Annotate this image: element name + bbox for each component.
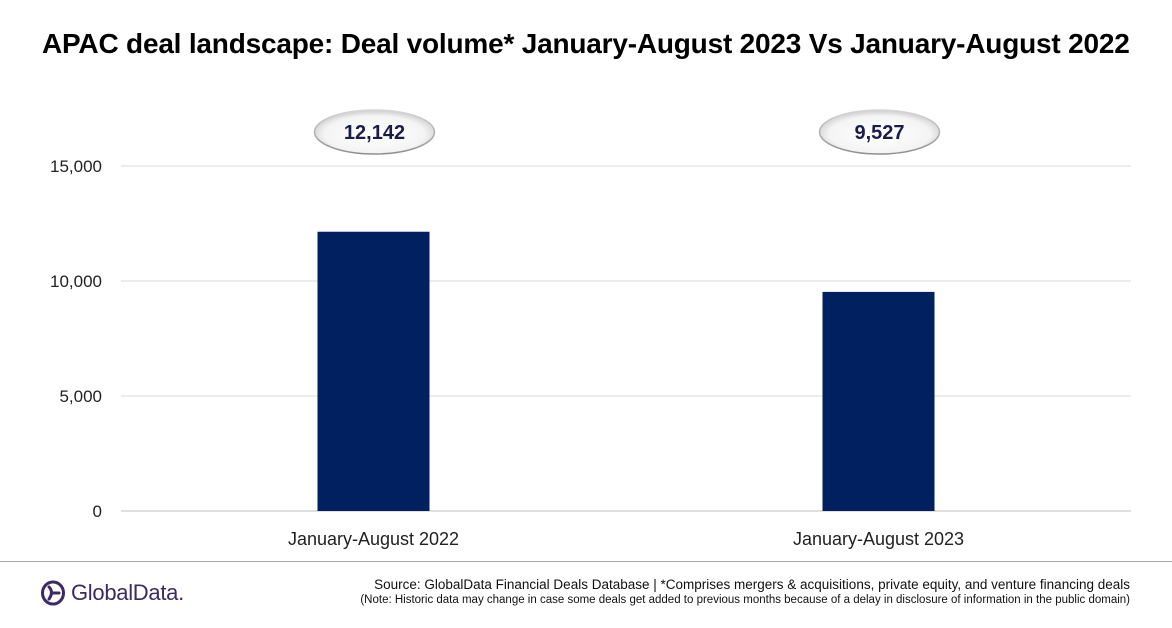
note-text: (Note: Historic data may change in case … — [360, 594, 1130, 606]
data-label-bubble: 9,527 — [818, 109, 941, 155]
y-axis-ticks: 0 5,000 10,000 15,000 — [50, 157, 102, 521]
globaldata-logo: GlobalData. — [40, 578, 184, 608]
bars — [317, 231, 935, 511]
y-tick-label: 15,000 — [50, 157, 102, 176]
data-label: 9,527 — [854, 122, 904, 144]
x-axis-categories: January-August 2022 January-August 2023 — [288, 529, 964, 549]
y-tick-label: 0 — [93, 502, 102, 521]
bar — [822, 291, 935, 511]
source-notes: Source: GlobalData Financial Deals Datab… — [360, 577, 1130, 606]
globaldata-logo-icon — [41, 580, 65, 606]
footer-divider — [0, 561, 1172, 562]
chart-title: APAC deal landscape: Deal volume* Januar… — [42, 28, 1130, 59]
y-tick-label: 5,000 — [59, 387, 102, 406]
x-category-label: January-August 2023 — [793, 529, 964, 549]
bubble-shape — [818, 109, 941, 155]
gridlines — [121, 165, 1131, 512]
y-tick-label: 10,000 — [50, 272, 102, 291]
bubble-shape — [313, 109, 436, 155]
x-category-label: January-August 2022 — [288, 529, 459, 549]
brand-name: GlobalData. — [71, 580, 184, 605]
data-label: 12,142 — [344, 122, 405, 144]
data-label-bubble: 12,142 — [313, 109, 436, 155]
bar — [317, 231, 430, 511]
source-text: Source: GlobalData Financial Deals Datab… — [374, 577, 1130, 592]
data-labels: 12,142 9,527 — [313, 109, 941, 155]
